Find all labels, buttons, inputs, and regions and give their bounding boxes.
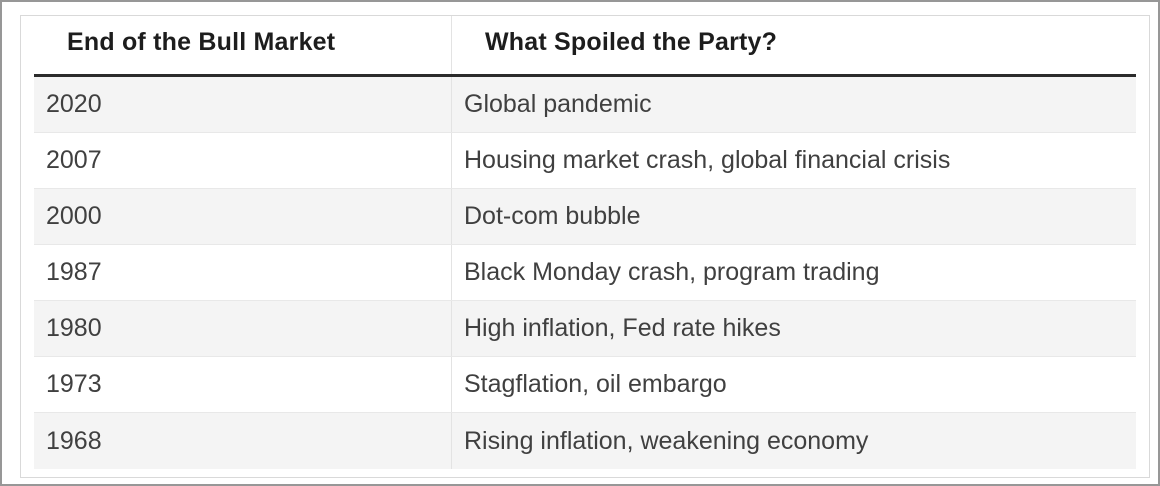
year-cell: 1987	[34, 245, 452, 300]
year-cell: 1980	[34, 301, 452, 356]
cause-cell: Rising inflation, weakening economy	[464, 426, 869, 455]
year-cell: 1968	[34, 413, 452, 469]
table-row: 2020 Global pandemic	[34, 77, 1136, 133]
year-cell: 1973	[34, 357, 452, 412]
cause-cell: Global pandemic	[464, 90, 652, 118]
table-row: 1973 Stagflation, oil embargo	[34, 357, 1136, 413]
table-row: 2000 Dot-com bubble	[34, 189, 1136, 245]
cause-cell: High inflation, Fed rate hikes	[464, 314, 781, 342]
year-cell: 2000	[34, 189, 452, 244]
table-header-row: End of the Bull Market What Spoiled the …	[34, 16, 1136, 77]
year-cell: 2007	[34, 133, 452, 188]
table-body: 2020 Global pandemic 2007 Housing market…	[34, 77, 1136, 469]
cause-cell: Dot-com bubble	[464, 202, 641, 230]
cause-cell: Housing market crash, global financial c…	[464, 146, 951, 174]
table-row: 1987 Black Monday crash, program trading	[34, 245, 1136, 301]
cause-cell: Stagflation, oil embargo	[464, 370, 727, 398]
cause-cell: Black Monday crash, program trading	[464, 258, 880, 286]
table-row: 2007 Housing market crash, global financ…	[34, 133, 1136, 189]
column-header-end-of-bull-market: End of the Bull Market	[34, 16, 452, 74]
table-row: 1980 High inflation, Fed rate hikes	[34, 301, 1136, 357]
column-header-what-spoiled-the-party: What Spoiled the Party?	[485, 27, 778, 56]
bull-market-table-card: End of the Bull Market What Spoiled the …	[20, 15, 1150, 478]
table-row: 1968 Rising inflation, weakening economy	[34, 413, 1136, 469]
year-cell: 2020	[34, 77, 452, 132]
